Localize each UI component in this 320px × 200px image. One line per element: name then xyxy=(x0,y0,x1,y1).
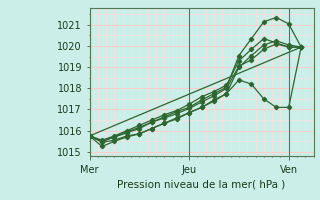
X-axis label: Pression niveau de la mer( hPa ): Pression niveau de la mer( hPa ) xyxy=(117,179,286,189)
